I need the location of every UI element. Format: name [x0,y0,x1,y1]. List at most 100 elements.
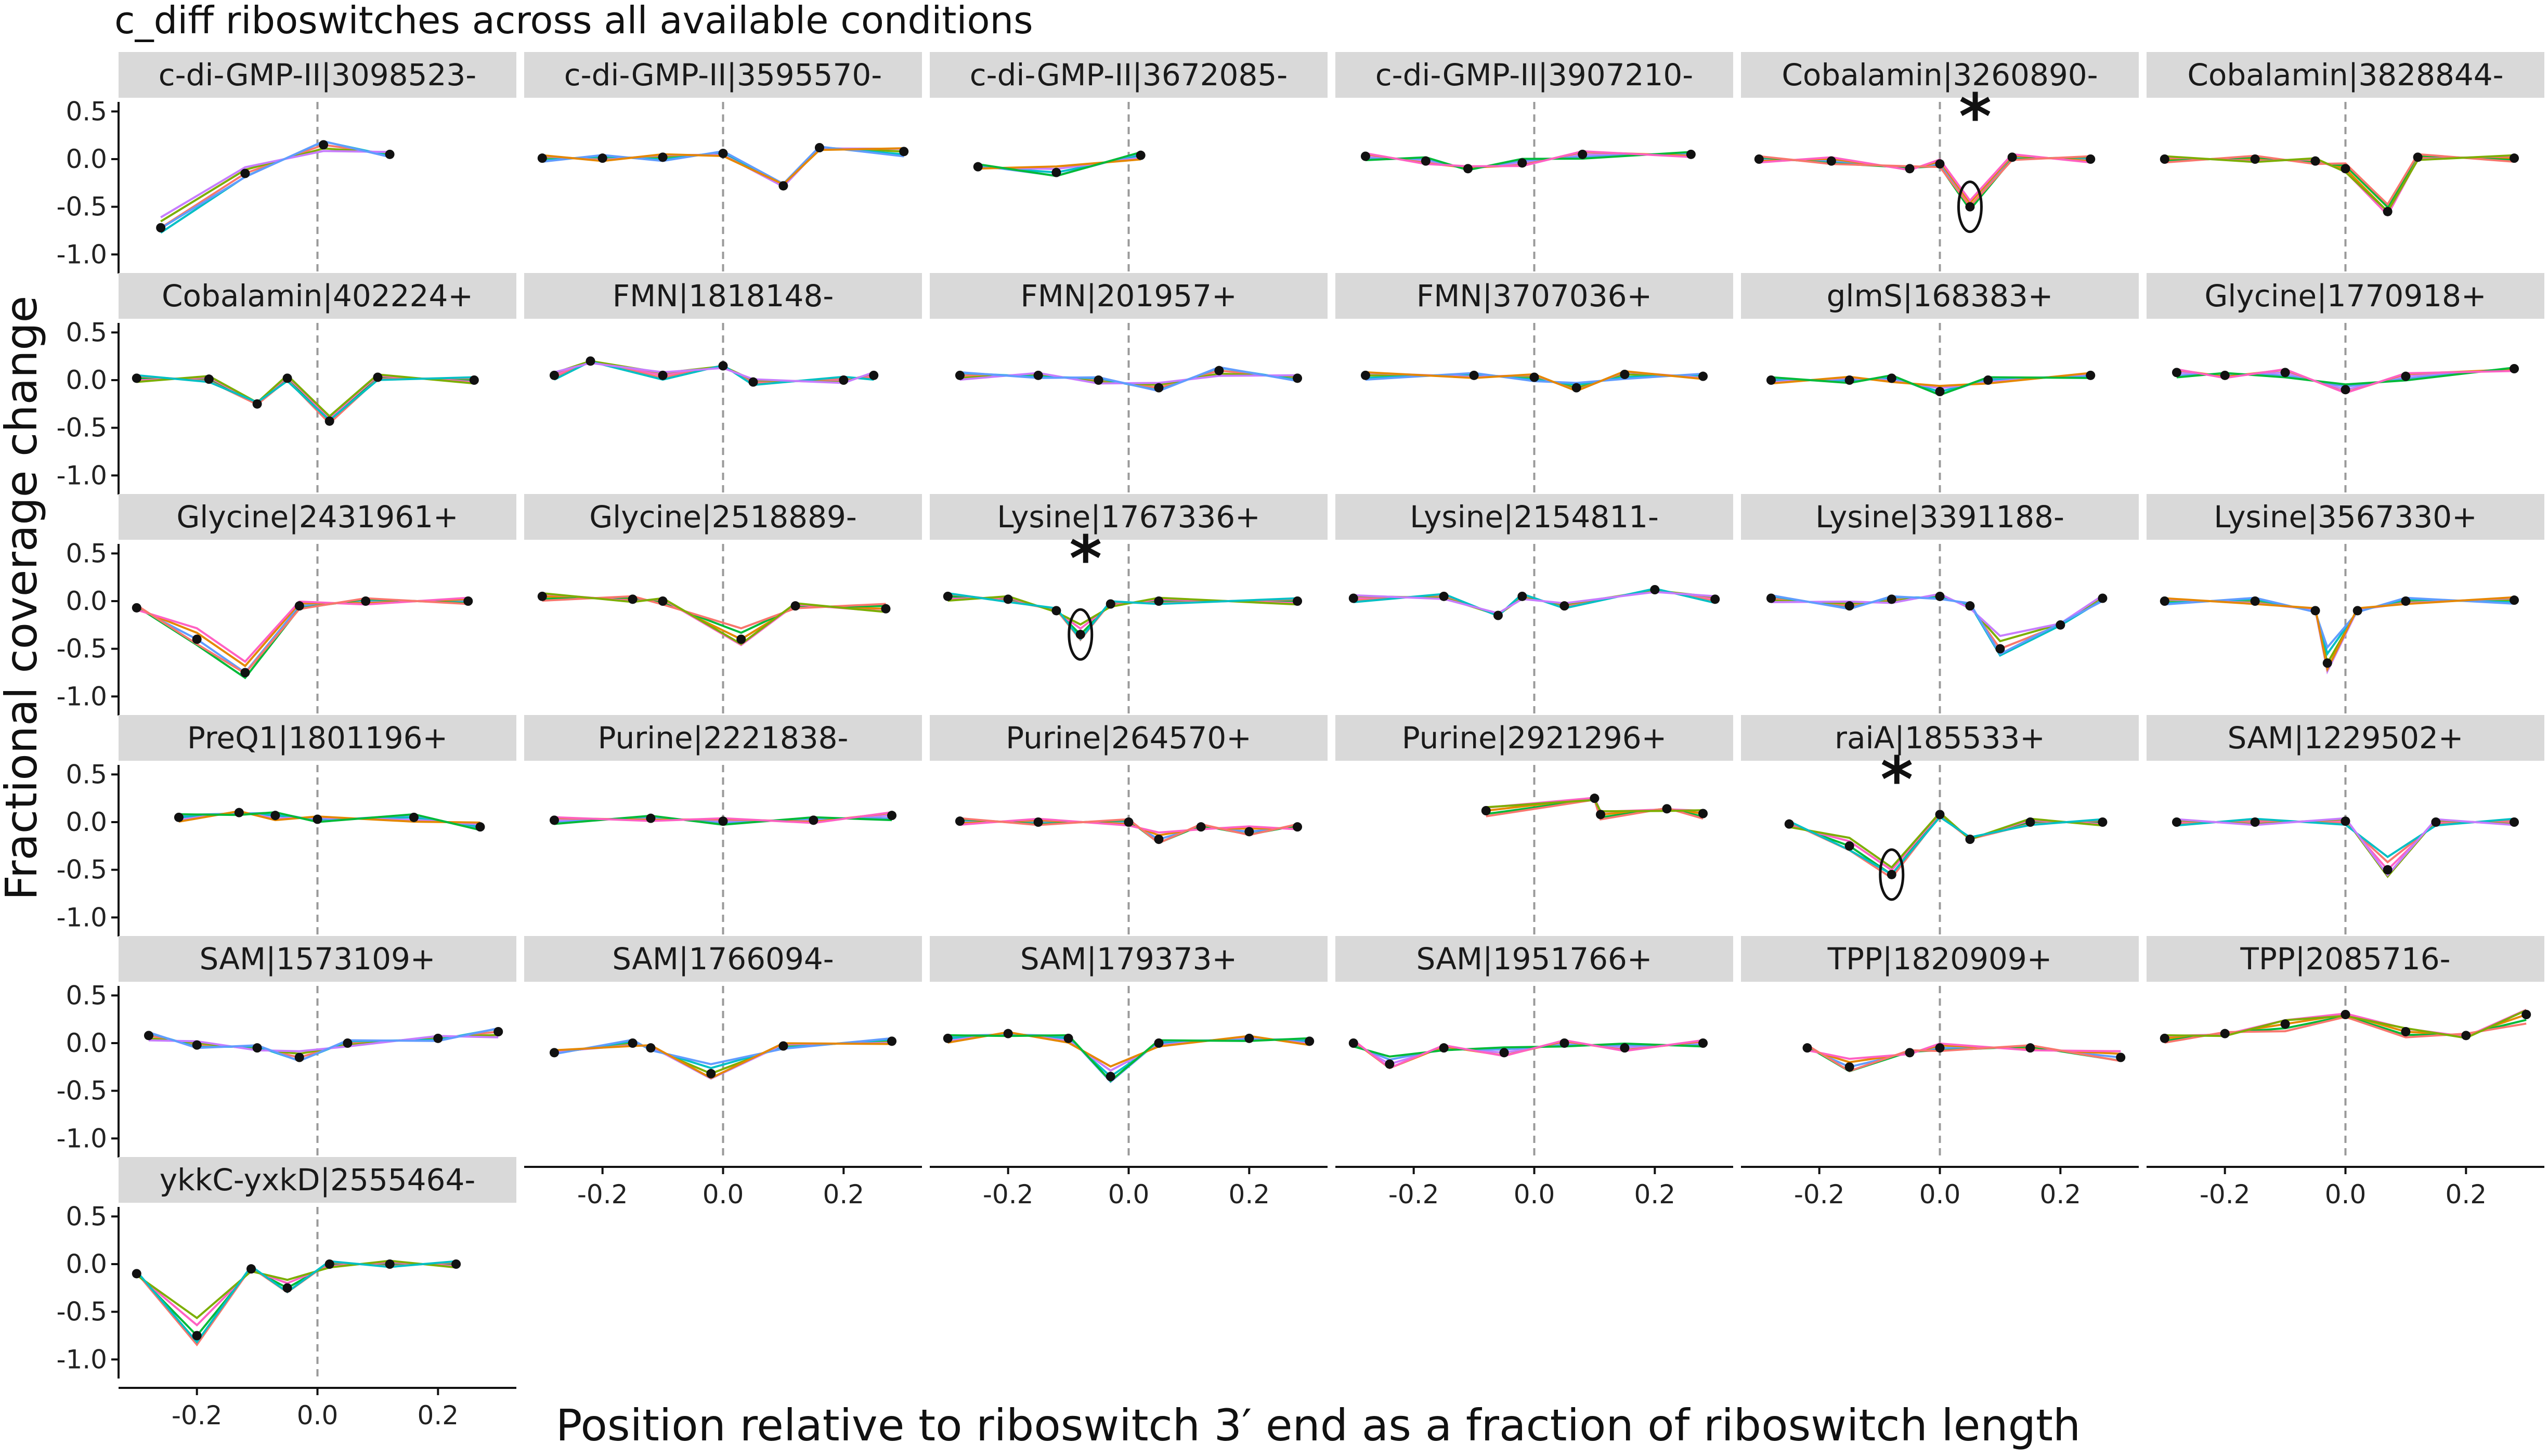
x-tick-label: 0.2 [2446,1179,2487,1210]
data-point [192,634,202,644]
facet-strip [119,494,516,540]
facet-strip-label: TPP|1820909+ [1827,941,2052,977]
series-line [178,811,480,831]
facet-strip [119,273,516,319]
facet-strip-label: FMN|3707036+ [1416,278,1652,314]
data-point [1214,366,1224,375]
facet-panel: glmS|168383+ [1741,273,2139,495]
facet-panel: PreQ1|1801196+ 0.5 0.0 -0.5 -1.0 [56,715,516,937]
series-line [160,140,391,229]
data-point [1439,1043,1449,1053]
facet-strip-label: Cobalamin|3828844- [2187,57,2503,93]
data-point [1844,841,1854,851]
data-point [1844,601,1854,611]
facet-panel: Purine|2921296+ [1335,715,1733,937]
series-line [1771,374,2091,396]
facet-strip [119,1157,516,1203]
data-point [2172,368,2181,378]
significance-star: * [1880,744,1913,816]
data-point [2401,1027,2411,1036]
series-line [2176,817,2515,859]
facet-panel: Purine|264570+ [930,715,1328,937]
data-point [1106,599,1115,609]
data-point [2160,596,2169,606]
data-point [2510,364,2519,373]
data-point [658,152,668,162]
data-point [1094,375,1103,385]
data-point [2341,164,2350,174]
data-point [240,168,250,178]
x-tick-label: -0.2 [577,1179,628,1210]
facet-strip-label: Purine|2221838- [598,720,849,756]
x-tick-label: -0.2 [1388,1179,1439,1210]
data-point [778,181,788,191]
data-point [2310,606,2320,616]
facet-strip-label: Lysine|1767336+ [997,499,1260,535]
data-point [1360,370,1370,380]
facet-strip-label: Purine|2921296+ [1402,720,1667,756]
facet-panel: FMN|3707036+ [1335,273,1733,495]
y-tick-label: 0.5 [66,759,107,789]
facet-strip-label: Glycine|1770918+ [2204,278,2486,314]
facet-panel: Glycine|2431961+ 0.5 0.0 -0.5 -1.0 [56,494,516,716]
y-tick-label: 0.0 [66,1028,107,1058]
series-line [136,596,469,664]
x-tick-label: 0.0 [2325,1179,2367,1210]
x-tick-label: 0.0 [1514,1179,1555,1210]
data-point [2341,816,2350,826]
facet-panel: FMN|1818148- [524,273,922,495]
data-point [1493,610,1503,620]
y-tick-label: 0.0 [66,807,107,837]
data-point [156,223,166,232]
data-point [646,1043,656,1053]
data-point [869,370,879,380]
facet-strip [524,494,922,540]
data-point [1003,594,1013,604]
data-point [324,1259,334,1269]
data-point [1063,1033,1073,1043]
data-point [2160,154,2169,164]
data-point [1559,601,1569,611]
facet-strip [524,273,922,319]
data-point [778,1041,788,1051]
data-point [319,140,329,150]
data-point [1571,383,1581,393]
x-tick-label: 0.2 [823,1179,865,1210]
highlight-ellipse [1879,848,1905,901]
data-point [1887,594,1896,604]
data-point [2098,593,2108,603]
y-tick-label: 0.5 [66,1201,107,1231]
facet-panel: ykkC-yxkD|2555464- 0.5 0.0 -0.5 -1.0 -0.2 0.0 0… [56,1157,516,1431]
data-point [1710,594,1720,604]
data-point [1293,373,1303,383]
y-tick-label: -0.5 [56,855,107,885]
data-point [1154,835,1164,844]
x-tick-label: 0.2 [2040,1179,2082,1210]
data-point [2007,152,2017,162]
data-point [1983,375,1993,385]
data-point [204,374,214,384]
facet-panel: c-di-GMP-II|3672085- [930,52,1328,274]
data-point [385,149,395,159]
facet-panel: Cobalamin|3260890-* [1741,52,2139,274]
data-point [1003,1029,1013,1038]
facet-strip-label: Lysine|3567330+ [2214,499,2477,535]
series-line [1806,1044,2121,1072]
data-point [537,153,547,163]
facet-strip [930,494,1328,540]
data-point [1766,375,1776,385]
data-point [1075,630,1085,640]
data-point [1935,810,1945,820]
data-point [2431,817,2441,827]
series-line [1365,370,1704,393]
y-tick-label: 0.0 [66,586,107,616]
data-point [1965,835,1975,844]
facet-strip-label: c-di-GMP-II|3672085- [970,57,1288,93]
data-point [2510,153,2519,163]
data-point [1439,591,1449,601]
data-point [2025,817,2035,827]
data-point [748,377,758,387]
x-tick-label: 0.0 [1108,1179,1150,1210]
data-point [2510,595,2519,605]
series-line [178,810,480,824]
